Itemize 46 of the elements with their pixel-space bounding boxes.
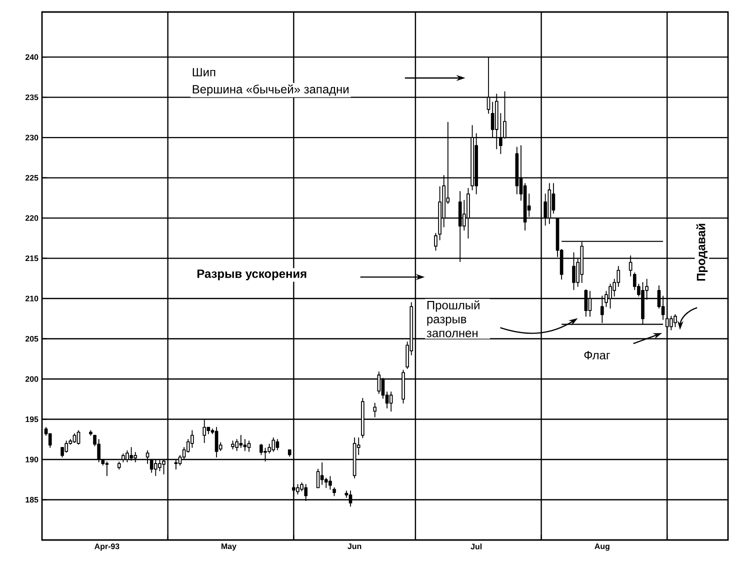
candlestick — [235, 438, 239, 452]
candlestick — [402, 370, 405, 404]
candlestick — [146, 450, 150, 464]
candlestick — [288, 449, 292, 457]
annotation: Прошлый разрыв заполнен — [426, 300, 480, 338]
candlestick — [292, 484, 296, 496]
candlestick — [97, 438, 100, 462]
candlestick — [628, 255, 632, 276]
annotation: Флаг — [584, 351, 610, 360]
candlestick — [126, 450, 129, 462]
candlestick — [76, 430, 80, 445]
candlestick — [247, 440, 251, 452]
candlestick — [373, 402, 377, 418]
candlestick — [296, 484, 300, 495]
candlestick — [150, 460, 154, 473]
candlestick — [202, 420, 206, 444]
candlestick — [548, 182, 552, 224]
candlestick — [470, 125, 474, 190]
candlestick — [239, 434, 243, 448]
annotation: Шип — [192, 68, 216, 76]
candlestick — [458, 191, 462, 262]
candlestick — [466, 188, 470, 239]
annotation: Продавай — [696, 224, 708, 281]
candlestick — [361, 398, 364, 438]
candlestick — [122, 453, 125, 462]
candlestick — [320, 462, 324, 485]
candlestick — [272, 437, 276, 452]
candlestick — [584, 289, 588, 317]
candlestick — [117, 461, 121, 470]
candlestick — [434, 232, 438, 251]
candlestick — [214, 426, 218, 458]
candlestick — [332, 487, 336, 496]
candlestick — [276, 438, 280, 450]
candlestick — [588, 290, 592, 317]
candlestick — [154, 459, 158, 476]
candlestick — [572, 252, 576, 290]
candlestick — [72, 433, 76, 444]
candlestick — [89, 430, 92, 436]
candlestick — [130, 446, 133, 461]
candlestick — [243, 438, 247, 452]
candlestick — [670, 316, 673, 330]
candlestick — [105, 461, 109, 476]
annotation: Разрыв ускорения — [197, 270, 306, 280]
candlestick — [352, 437, 356, 478]
candlestick — [389, 391, 393, 412]
annotation: Вершина «бычьей» западни — [192, 84, 348, 96]
